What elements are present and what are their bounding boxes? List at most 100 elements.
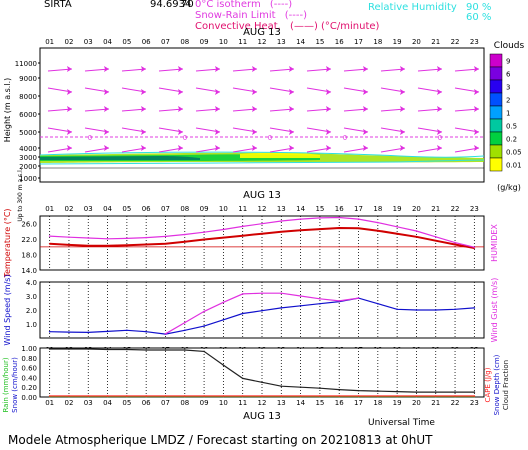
rain-point [396, 395, 398, 397]
wind-arrow-head [67, 129, 72, 135]
hour-label-bottom-21: 21 [431, 399, 440, 407]
height-tick-5000: 5000 [19, 129, 37, 137]
wind-arrow [84, 106, 110, 112]
rain-point [241, 377, 244, 380]
hour-label-upper-bottom-23: 23 [470, 205, 479, 213]
lat-value: 70 [181, 0, 194, 10]
rain-point [126, 395, 128, 397]
hour-label-top-09: 09 [200, 38, 209, 46]
wind-point [415, 309, 418, 311]
hour-label-bottom-22: 22 [451, 399, 460, 407]
colorbar-level-0.2: 0.2 [506, 136, 517, 144]
rain-point [145, 349, 147, 351]
wind-point [164, 333, 167, 335]
wind-arrow-head [252, 89, 257, 95]
hour-label-upper-bottom-10: 10 [219, 205, 228, 213]
legend-isotherm-sample: (----) [269, 0, 293, 10]
rain-point [222, 364, 225, 366]
rain-point [396, 390, 398, 393]
rain-point [415, 391, 418, 393]
hour-label-upper-bottom-17: 17 [354, 205, 363, 213]
hour-label-bottom-23: 23 [470, 399, 479, 407]
wind-arrow [380, 127, 406, 135]
rain-ylabel: Rain (mm/hour) [2, 357, 10, 412]
colorbar-level-0.05: 0.05 [506, 149, 522, 157]
hour-label-bottom-10: 10 [219, 399, 228, 407]
hour-label-top-21: 21 [431, 38, 440, 46]
wind-arrow-head [326, 89, 331, 95]
wind-arrow-head [289, 66, 294, 72]
wind-point [338, 300, 341, 302]
temp-point [68, 236, 70, 239]
rain-point [377, 390, 379, 392]
temp-point [434, 236, 437, 238]
temp-point [396, 232, 398, 235]
wind-arrow [417, 87, 443, 95]
wind-arrow-head [400, 129, 405, 135]
wind-arrow-head [474, 145, 479, 151]
wind-arrow [121, 106, 147, 112]
rain-point [106, 395, 109, 397]
wind-arrow [269, 127, 295, 135]
wind-point [473, 307, 476, 309]
wind-ytick-1.0: 1.0 [26, 321, 37, 329]
wind-arrow-head [326, 145, 331, 151]
rh-value-90: 90 % [466, 2, 492, 13]
hour-label-upper-bottom-05: 05 [122, 205, 131, 213]
rain-ytick-0.20: 0.20 [21, 384, 37, 392]
wind-arrow-head [141, 89, 146, 95]
wind-arrow [121, 127, 147, 135]
rain-point [280, 385, 283, 388]
wind-arrow-head [178, 129, 183, 135]
rain-point [473, 395, 476, 397]
colorbar-title: Clouds [494, 41, 525, 51]
rain-point [454, 395, 456, 397]
wind-ylabel: Wind Speed (m/s) [3, 274, 12, 345]
wind-arrow [343, 87, 369, 95]
temp-point [377, 221, 379, 224]
rh-value-60: 60 % [466, 12, 492, 23]
wind-point [145, 330, 147, 333]
wind-arrow [84, 145, 110, 153]
wind-arrow-head [400, 89, 405, 95]
legend-snow-rain: Snow-Rain Limit (----) [195, 11, 307, 21]
wind-arrow [158, 106, 184, 112]
wind-arrow-head [141, 66, 146, 72]
hour-label-top-08: 08 [180, 38, 189, 46]
freezing-level-label-4: 0 [438, 134, 442, 142]
colorbar-unit: (g/kg) [497, 183, 521, 192]
upper-air-ylabel2: Up to 300 m a.s.l. [17, 168, 24, 221]
hour-label-top-15: 15 [315, 38, 324, 46]
temp-point [299, 229, 302, 232]
hour-label-upper-bottom-13: 13 [277, 205, 286, 213]
temp-point [357, 227, 360, 230]
temp-point [48, 235, 51, 237]
rain-point [338, 395, 341, 397]
hour-label-upper-bottom-19: 19 [393, 205, 402, 213]
temp-point [164, 242, 167, 245]
rain-point [222, 395, 225, 397]
wind-arrow-head [215, 106, 220, 112]
wind-arrow-head [474, 89, 479, 95]
wind-arrow-head [437, 129, 442, 135]
hour-label-bottom-17: 17 [354, 399, 363, 407]
hour-label-bottom-15: 15 [315, 399, 324, 407]
wind-arrow [306, 106, 332, 112]
wind-arrow [47, 66, 73, 72]
hour-label-bottom-09: 09 [200, 399, 209, 407]
wind-point [377, 302, 379, 305]
temp-point [222, 228, 225, 231]
hour-label-top-14: 14 [296, 38, 305, 46]
rh-contour-60 [39, 159, 485, 165]
wind-arrow [454, 145, 480, 153]
colorbar-level-9: 9 [506, 58, 510, 66]
wind-arrow [195, 127, 221, 135]
wind-arrow [454, 127, 480, 135]
wind-arrow-head [252, 129, 257, 135]
wind-arrow [158, 145, 184, 153]
temp-point [377, 229, 379, 232]
wind-point [68, 331, 70, 333]
rain-point [415, 395, 418, 397]
wind-arrow-head [104, 145, 109, 151]
wind-arrow-head [363, 145, 368, 151]
